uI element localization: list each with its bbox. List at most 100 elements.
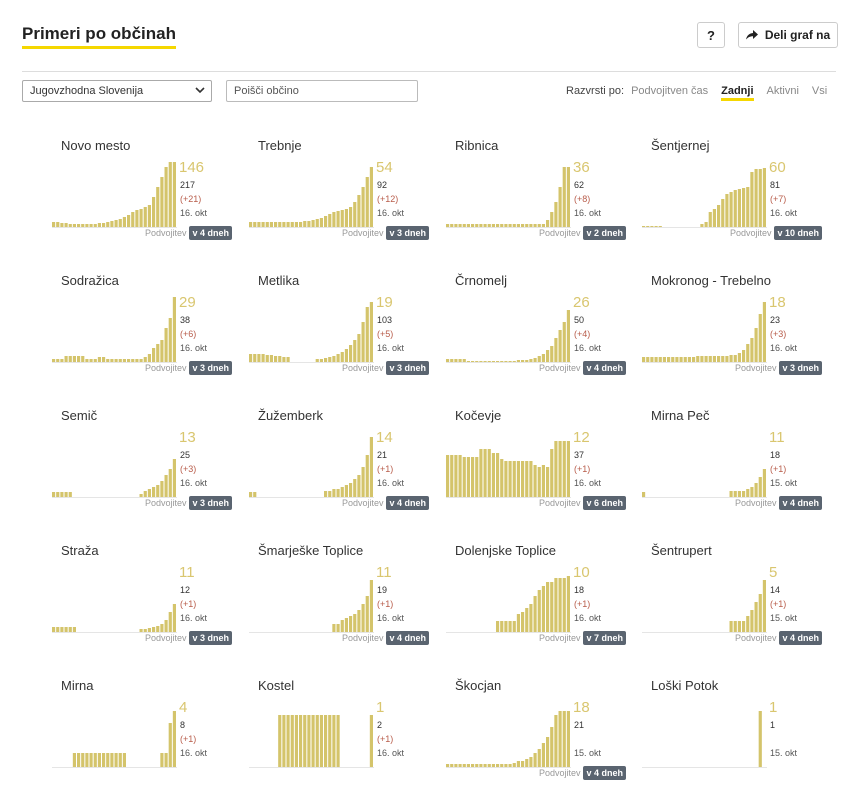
sort-option-active[interactable]: Aktivni <box>766 85 799 97</box>
chart-bar <box>332 212 336 227</box>
municipality-card[interactable]: Črnomelj 26 50 (+4) 16. okt Podvojitev v 4 dne… <box>446 273 626 393</box>
municipality-card[interactable]: Novo mesto 146 217 (+21) 16. okt Podvojitev v … <box>52 138 232 258</box>
chart-bar <box>56 359 60 362</box>
municipality-name: Škocjan <box>455 678 502 693</box>
chart-bar <box>52 359 56 362</box>
chart-bar <box>508 461 512 497</box>
chart-bar <box>64 627 68 632</box>
daily-change: (+3) <box>770 329 787 339</box>
doubling-badge: v 4 dneh <box>386 496 429 510</box>
chart-bar <box>541 354 545 362</box>
chart-bar <box>450 359 454 362</box>
chart-bar <box>365 177 369 227</box>
search-input[interactable] <box>226 80 418 102</box>
municipality-card[interactable]: Škocjan 18 21 15. okt Podvojitev v 4 dneh <box>446 678 626 798</box>
chart-bar <box>303 221 307 227</box>
chart-bar <box>496 764 500 767</box>
doubling-label: Podvojitev <box>538 633 581 643</box>
chart-bar <box>77 753 81 767</box>
date-label: 16. okt <box>180 208 208 218</box>
doubling-info: Podvojitev v 4 dneh <box>342 496 429 510</box>
chart-bar <box>525 759 529 767</box>
chart-bar <box>642 357 646 362</box>
municipality-card[interactable]: Trebnje 54 92 (+12) 16. okt Podvojitev v 3 dne… <box>249 138 429 258</box>
chart-bar <box>646 357 650 362</box>
doubling-info: Podvojitev v 2 dneh <box>539 226 626 240</box>
municipality-card[interactable]: Mirna 4 8 (+1) 16. okt <box>52 678 232 798</box>
chart-bar <box>546 350 550 362</box>
chart-bar <box>303 715 307 767</box>
chart-bar <box>692 357 696 362</box>
chart-bar <box>122 753 126 767</box>
municipality-card[interactable]: Semič 13 25 (+3) 16. okt Podvojitev v 3 dneh <box>52 408 232 528</box>
chart-bar <box>754 602 758 632</box>
chart-bar <box>558 711 562 767</box>
share-button[interactable]: Deli graf na <box>738 22 838 48</box>
chart-bar <box>725 356 729 362</box>
chart-bar <box>558 330 562 362</box>
chart-bar <box>172 297 176 362</box>
chart-bar <box>533 358 537 362</box>
municipality-card[interactable]: Žužemberk 14 21 (+1) 16. okt Podvojitev v 4 dn… <box>249 408 429 528</box>
chart-bar <box>504 361 508 362</box>
municipality-card[interactable]: Straža 11 12 (+1) 16. okt Podvojitev v 3 dneh <box>52 543 232 663</box>
doubling-info: Podvojitev v 3 dneh <box>145 361 232 375</box>
municipality-name: Ribnica <box>455 138 499 153</box>
doubling-label: Podvojitev <box>341 228 384 238</box>
help-button[interactable]: ? <box>697 22 725 48</box>
chart-bar <box>143 491 147 497</box>
chart-bar <box>97 753 101 767</box>
chart-bar <box>762 168 766 227</box>
municipality-card[interactable]: Mokronog - Trebelno 18 23 (+3) 16. okt Podvoj… <box>642 273 822 393</box>
sparkline-chart <box>249 167 374 228</box>
chart-bar <box>533 465 537 497</box>
municipality-name: Mokronog - Trebelno <box>651 273 771 288</box>
municipality-card[interactable]: Šentrupert 5 14 (+1) 15. okt Podvojitev v 4 dn… <box>642 543 822 663</box>
chart-bar <box>737 621 741 632</box>
date-label: 16. okt <box>377 748 405 758</box>
chart-bar <box>683 357 687 362</box>
chart-bar <box>340 352 344 362</box>
chart-bar <box>147 628 151 632</box>
municipality-name: Črnomelj <box>455 273 508 288</box>
municipality-card[interactable]: Kostel 1 2 (+1) 16. okt <box>249 678 429 798</box>
chart-bar <box>487 361 491 362</box>
sort-option-latest[interactable]: Zadnji <box>721 85 754 101</box>
chart-bar <box>466 361 470 362</box>
sort-option-all[interactable]: Vsi <box>811 85 828 97</box>
daily-change: (+1) <box>574 599 591 609</box>
municipality-card[interactable]: Kočevje 12 37 (+1) 16. okt Podvojitev v 6 dneh <box>446 408 626 528</box>
chart-bar <box>274 356 278 362</box>
chart-bar <box>742 188 746 227</box>
doubling-label: Podvojitev <box>538 228 581 238</box>
municipality-card[interactable]: Ribnica 36 62 (+8) 16. okt Podvojitev v 2 dneh <box>446 138 626 258</box>
municipality-card[interactable]: Metlika 19 103 (+5) 16. okt Podvojitev v 3 dne… <box>249 273 429 393</box>
chart-bar <box>654 357 658 362</box>
municipality-card[interactable]: Loški Potok 1 1 15. okt <box>642 678 822 798</box>
chart-bar <box>340 487 344 497</box>
chart-bar <box>508 764 512 767</box>
share-arrow-icon <box>745 30 758 40</box>
municipality-card[interactable]: Dolenjske Toplice 10 18 (+1) 16. okt Podvojit… <box>446 543 626 663</box>
chart-bar <box>512 224 516 227</box>
doubling-info: Podvojitev v 3 dneh <box>145 631 232 645</box>
region-select[interactable]: Jugovzhodna Slovenija <box>22 80 212 102</box>
chart-bar <box>500 224 504 227</box>
chart-bar <box>93 359 97 362</box>
chart-bar <box>290 222 294 227</box>
doubling-badge: v 3 dneh <box>386 361 429 375</box>
chart-bar <box>667 357 671 362</box>
municipality-card[interactable]: Šmarješke Toplice 11 19 (+1) 16. okt Podvojit… <box>249 543 429 663</box>
municipality-card[interactable]: Sodražica 29 38 (+6) 16. okt Podvojitev v 3 dn… <box>52 273 232 393</box>
chart-bar <box>147 354 151 362</box>
doubling-badge: v 3 dneh <box>189 361 232 375</box>
sort-option-doubling[interactable]: Podvojitven čas <box>631 85 709 97</box>
municipality-card[interactable]: Mirna Peč 11 18 (+1) 15. okt Podvojitev v 4 dn… <box>642 408 822 528</box>
municipality-card[interactable]: Šentjernej 60 81 (+7) 16. okt Podvojitev v 10 … <box>642 138 822 258</box>
chart-bar <box>762 580 766 632</box>
chart-bar <box>487 224 491 227</box>
daily-change: (+1) <box>770 464 787 474</box>
chart-bar <box>85 753 89 767</box>
chart-bar <box>704 222 708 227</box>
chart-bar <box>500 459 504 497</box>
